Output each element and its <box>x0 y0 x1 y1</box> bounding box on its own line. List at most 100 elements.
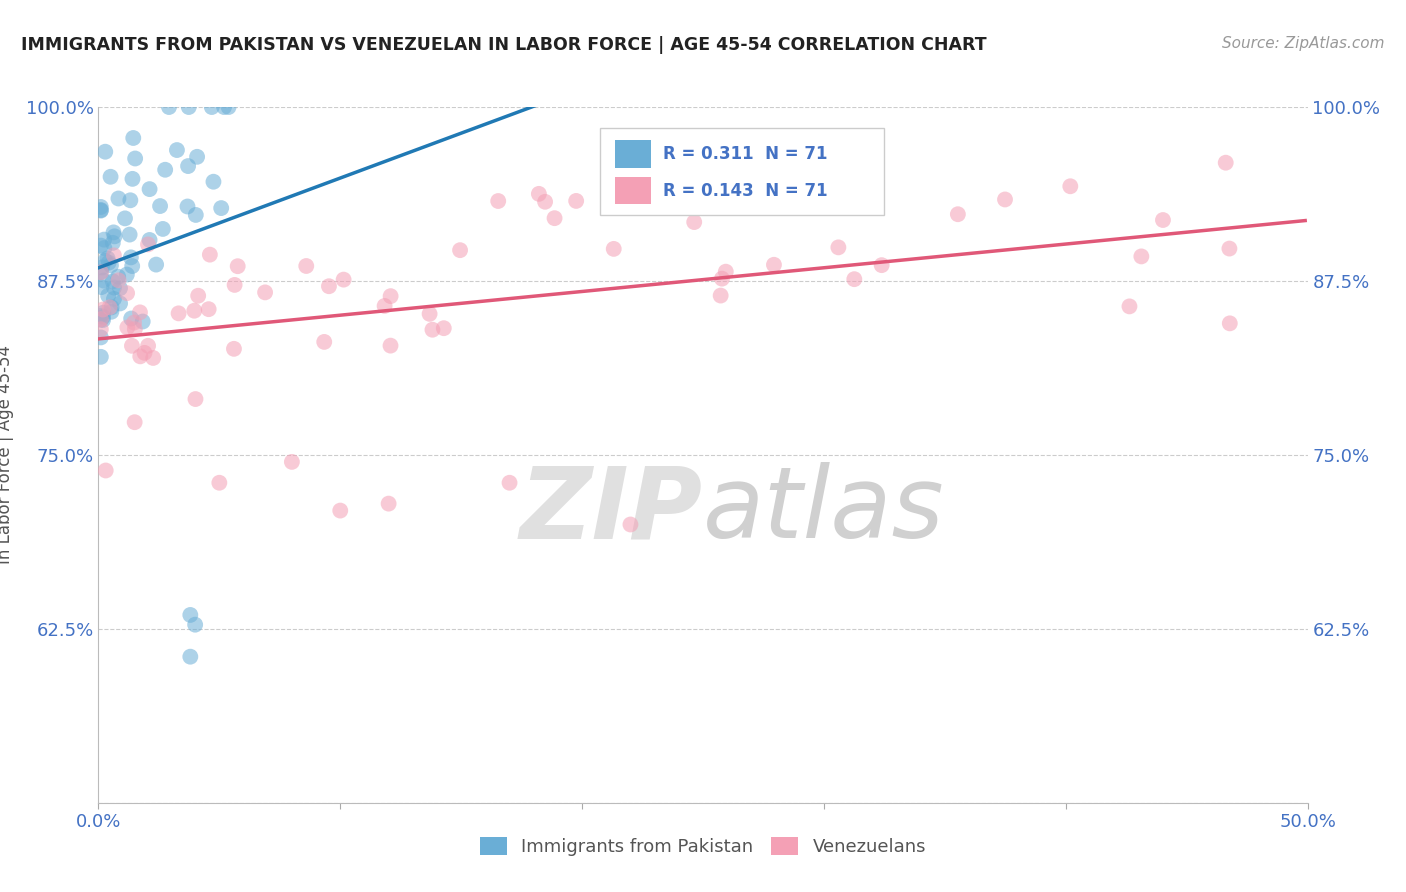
Point <box>295 259 318 273</box>
Point <box>1219 317 1241 331</box>
Y-axis label: In Labor Force | Age 45-54: In Labor Force | Age 45-54 <box>0 345 14 565</box>
Point <box>93 233 115 247</box>
Point <box>97 255 120 269</box>
Text: Source: ZipAtlas.com: Source: ZipAtlas.com <box>1222 36 1385 51</box>
Point <box>91 306 114 320</box>
Point <box>314 334 336 349</box>
Point <box>103 248 125 262</box>
Point <box>131 314 153 328</box>
Point <box>710 288 733 302</box>
Point <box>177 159 200 173</box>
Point <box>118 227 141 242</box>
Point <box>91 260 114 275</box>
Point <box>224 277 246 292</box>
Point <box>527 186 550 201</box>
Point <box>1215 155 1237 169</box>
Point <box>117 320 139 334</box>
Point <box>136 237 159 252</box>
Point <box>187 289 209 303</box>
Point <box>619 517 641 532</box>
Point <box>1059 179 1081 194</box>
Point <box>184 208 207 222</box>
Point <box>90 312 112 326</box>
Point <box>433 321 456 335</box>
Point <box>184 392 207 406</box>
Point <box>202 175 225 189</box>
Point <box>91 302 114 317</box>
Point <box>762 258 785 272</box>
Point <box>122 316 145 330</box>
Point <box>100 169 122 184</box>
Text: R = 0.143  N = 71: R = 0.143 N = 71 <box>664 182 828 200</box>
Point <box>145 258 167 272</box>
Point <box>129 349 152 363</box>
Point <box>844 272 866 286</box>
Bar <box>614 177 651 204</box>
Point <box>97 288 120 302</box>
Point <box>166 143 188 157</box>
Point <box>107 192 129 206</box>
Point <box>115 286 138 301</box>
Point <box>218 100 240 114</box>
Point <box>103 292 125 306</box>
Point <box>377 497 399 511</box>
Point <box>1218 242 1240 256</box>
Point <box>179 607 201 622</box>
Point <box>93 241 115 255</box>
Point <box>946 207 969 221</box>
Point <box>153 162 176 177</box>
Point <box>543 211 565 226</box>
Point <box>318 279 340 293</box>
Point <box>103 229 125 244</box>
Point <box>97 252 120 266</box>
Point <box>100 301 122 315</box>
Point <box>186 150 208 164</box>
Bar <box>600 128 884 215</box>
Point <box>90 238 112 252</box>
Point <box>254 285 277 300</box>
Point <box>329 503 352 517</box>
Text: R = 0.311  N = 71: R = 0.311 N = 71 <box>664 145 828 162</box>
Legend: Immigrants from Pakistan, Venezuelans: Immigrants from Pakistan, Venezuelans <box>472 830 934 863</box>
Point <box>124 415 146 429</box>
Point <box>91 313 114 327</box>
Point <box>100 304 122 318</box>
Point <box>534 194 557 209</box>
Point <box>120 194 142 208</box>
Point <box>380 338 402 352</box>
Point <box>90 350 112 364</box>
Point <box>683 215 706 229</box>
Point <box>208 475 231 490</box>
Text: ZIP: ZIP <box>520 462 703 559</box>
Point <box>90 200 112 214</box>
Point <box>212 100 235 114</box>
Point <box>994 193 1017 207</box>
Point <box>827 240 849 254</box>
Point <box>710 271 733 285</box>
Point <box>209 201 232 215</box>
Point <box>101 235 124 250</box>
Point <box>177 100 200 114</box>
Point <box>90 202 112 217</box>
Point <box>332 272 354 286</box>
Point <box>380 289 402 303</box>
Point <box>114 211 136 226</box>
Point <box>100 258 122 272</box>
Point <box>226 259 249 273</box>
Point <box>90 265 112 279</box>
Point <box>714 265 737 279</box>
Point <box>121 339 143 353</box>
Point <box>134 346 156 360</box>
Point <box>198 247 221 261</box>
Point <box>422 323 444 337</box>
Point <box>103 280 125 294</box>
Point <box>281 455 304 469</box>
Point <box>142 351 165 365</box>
Point <box>103 226 125 240</box>
Point <box>637 194 659 209</box>
Point <box>179 649 201 664</box>
Point <box>222 342 245 356</box>
Point <box>152 222 174 236</box>
Point <box>167 306 190 320</box>
Point <box>93 274 115 288</box>
